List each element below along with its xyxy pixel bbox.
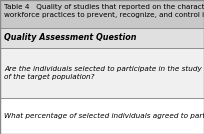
Text: What percentage of selected individuals agreed to participate?: What percentage of selected individuals … [4, 113, 204, 119]
Text: workforce practices to prevent, recognize, and control infec: workforce practices to prevent, recogniz… [4, 12, 204, 18]
Text: of the target population?: of the target population? [4, 74, 94, 80]
Text: Are the individuals selected to participate in the study likely to be repr: Are the individuals selected to particip… [4, 66, 204, 72]
Bar [0, 98, 204, 134]
Text: Quality Assessment Question: Quality Assessment Question [4, 34, 136, 42]
Bar [0, 0, 204, 28]
Bar [0, 28, 204, 48]
Bar [0, 48, 204, 98]
Text: Table 4   Quality of studies that reported on the characterist: Table 4 Quality of studies that reported… [4, 4, 204, 10]
